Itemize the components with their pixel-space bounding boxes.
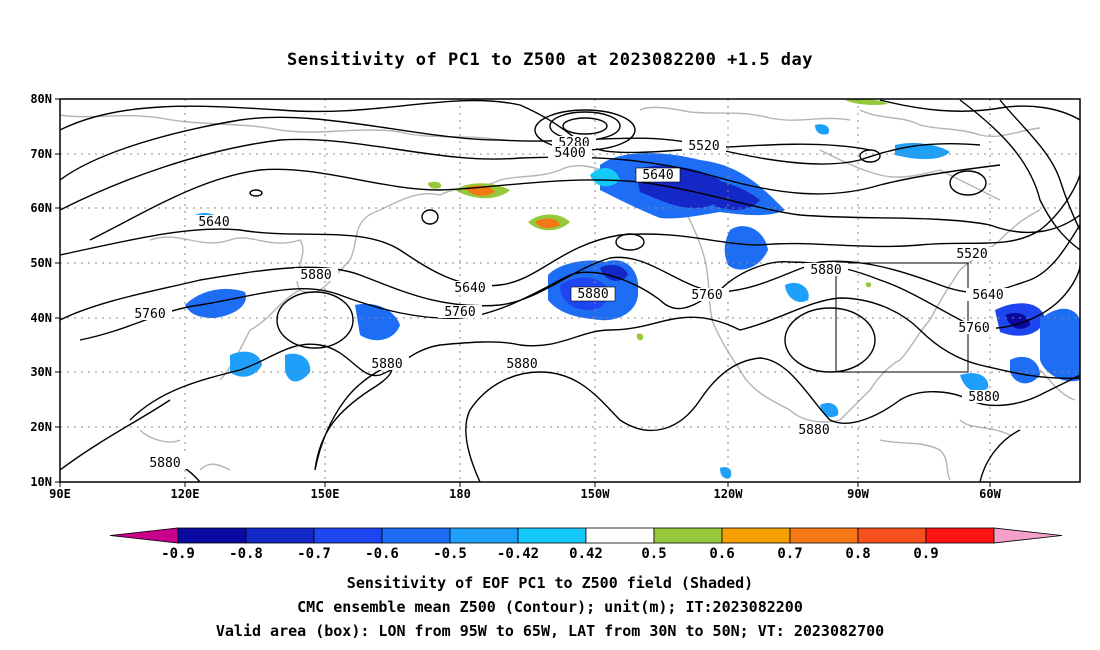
map-frame: [59, 98, 1081, 483]
colorbar-label: -0.8: [229, 546, 263, 562]
colorbar-label: 0.9: [913, 546, 938, 562]
lat-tick: 10N: [30, 475, 52, 489]
svg-text:5640: 5640: [198, 215, 229, 230]
lon-tick: 120E: [171, 487, 200, 501]
contour-label: 5760: [952, 321, 996, 336]
svg-text:5520: 5520: [956, 247, 987, 262]
colorbar-label: -0.5: [433, 546, 467, 562]
svg-text:5760: 5760: [134, 307, 165, 322]
svg-text:5880: 5880: [300, 268, 331, 283]
contour-label: 5760: [128, 307, 172, 322]
colorbar-swatch: [653, 527, 723, 544]
svg-text:5760: 5760: [691, 288, 722, 303]
lon-tick: 90E: [49, 487, 71, 501]
contour-label: 5880: [294, 268, 338, 283]
contour-label: 5400: [548, 146, 592, 161]
colorbar-swatch: [789, 527, 859, 544]
colorbar-right-arrow: [993, 527, 1063, 544]
contour-label: 5880: [962, 390, 1006, 405]
lat-tick: 80N: [30, 92, 52, 106]
colorbar-swatch: [449, 527, 519, 544]
footer-line-2: CMC ensemble mean Z500 (Contour); unit(m…: [297, 598, 803, 616]
lon-tick: 180: [449, 487, 471, 501]
colorbar-swatch: [245, 527, 315, 544]
svg-text:5640: 5640: [972, 288, 1003, 303]
lat-tick: 40N: [30, 311, 52, 325]
svg-text:5880: 5880: [506, 357, 537, 372]
contour-label: 5520: [950, 247, 994, 262]
lon-tick: 90W: [847, 487, 869, 501]
colorbar-label: 0.7: [777, 546, 802, 562]
contour-labels: 5280 5400 5520 5640 5640 5640 5880 5880 …: [128, 136, 1010, 471]
contour-label: 5640: [966, 288, 1010, 303]
colorbar-label: -0.6: [365, 546, 399, 562]
colorbar-label: 0.42: [569, 546, 603, 562]
lat-tick: 50N: [30, 256, 52, 270]
contour-label: 5640: [448, 281, 492, 296]
svg-text:5880: 5880: [798, 423, 829, 438]
contour-label: 5760: [438, 305, 482, 320]
colorbar: -0.9 -0.8 -0.7 -0.6 -0.5 -0.42 0.42 0.5 0.6 0.7 0.…: [109, 527, 1063, 562]
colorbar-swatch: [925, 527, 995, 544]
shaded-sensitivity: [185, 99, 1080, 479]
lon-tick: 60W: [979, 487, 1001, 501]
svg-text:5760: 5760: [958, 321, 989, 336]
lat-tick: 30N: [30, 365, 52, 379]
colorbar-swatch: [177, 527, 247, 544]
svg-text:5760: 5760: [444, 305, 475, 320]
lon-tick: 120W: [714, 487, 744, 501]
lon-tick: 150E: [311, 487, 340, 501]
lat-tick: 60N: [30, 201, 52, 215]
colorbar-swatch: [313, 527, 383, 544]
svg-text:5880: 5880: [577, 287, 608, 302]
contour-label: 5880: [570, 286, 616, 302]
svg-text:5400: 5400: [554, 146, 585, 161]
colorbar-label: 0.8: [845, 546, 870, 562]
contour-label: 5520: [682, 139, 726, 154]
contour-label: 5880: [143, 456, 187, 471]
valid-area-box: [835, 262, 969, 373]
lat-tick-labels: 80N 70N 60N 50N 40N 30N 20N 10N: [30, 92, 52, 489]
footer-line-3: Valid area (box): LON from 95W to 65W, L…: [215, 622, 885, 640]
lat-tick: 70N: [30, 147, 52, 161]
contour-label: 5640: [635, 167, 681, 183]
svg-text:5880: 5880: [371, 357, 402, 372]
contour-label: 5880: [792, 423, 836, 438]
contour-label: 5640: [192, 215, 236, 230]
colorbar-swatch: [381, 527, 451, 544]
tick-marks: [55, 98, 991, 487]
contour-label: 5880: [365, 357, 409, 372]
colorbar-swatch: [721, 527, 791, 544]
lat-tick: 20N: [30, 420, 52, 434]
colorbar-swatch: [585, 527, 655, 544]
colorbar-swatch: [517, 527, 587, 544]
svg-text:5880: 5880: [149, 456, 180, 471]
lon-tick: 150W: [581, 487, 611, 501]
colorbar-label: 0.5: [641, 546, 666, 562]
colorbar-label: -0.42: [497, 546, 539, 562]
svg-text:5880: 5880: [968, 390, 999, 405]
page-title: Sensitivity of PC1 to Z500 at 2023082200…: [286, 50, 813, 70]
footer-line-1: Sensitivity of EOF PC1 to Z500 field (Sh…: [346, 574, 754, 592]
colorbar-left-arrow: [109, 527, 179, 544]
colorbar-label: 0.6: [709, 546, 734, 562]
coastlines: [60, 106, 1076, 481]
svg-text:5640: 5640: [454, 281, 485, 296]
colorbar-swatch: [857, 527, 927, 544]
contour-label: 5760: [685, 288, 729, 303]
lon-tick-labels: 90E 120E 150E 180 150W 120W 90W 60W: [49, 487, 1001, 501]
contour-label: 5880: [804, 263, 848, 278]
colorbar-label: -0.7: [297, 546, 331, 562]
svg-text:5880: 5880: [810, 263, 841, 278]
svg-text:5640: 5640: [642, 168, 673, 183]
contour-label: 5880: [500, 357, 544, 372]
colorbar-label: -0.9: [161, 546, 195, 562]
svg-text:5520: 5520: [688, 139, 719, 154]
